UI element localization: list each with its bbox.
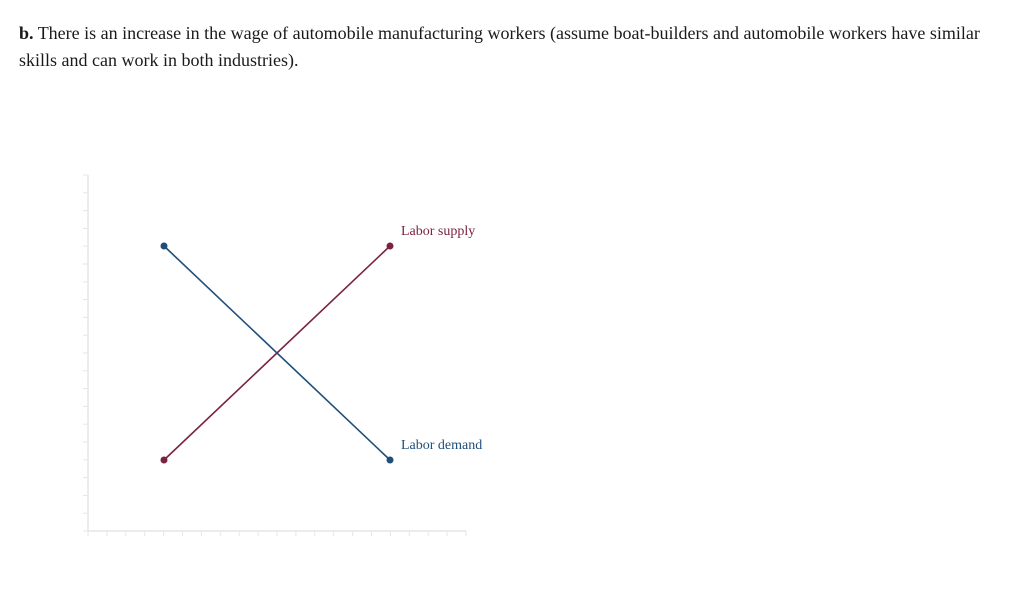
labor-demand-endpoint[interactable] [386,456,394,464]
labor-supply-endpoint[interactable] [160,456,168,464]
labor-demand-endpoint[interactable] [160,242,168,250]
labor-demand-line [163,245,391,461]
labor-demand-label: Labor demand [401,438,482,453]
labor-supply-endpoint[interactable] [386,242,394,250]
question-text: b. There is an increase in the wage of a… [19,20,1004,74]
chart-series [160,242,394,464]
labor-supply-label: Labor supply [401,224,475,239]
question-body: There is an increase in the wage of auto… [19,23,980,70]
question-label: b. [19,23,34,43]
axis-ticks [83,174,467,536]
series-labels: Labor supply Labor demand [401,224,482,453]
